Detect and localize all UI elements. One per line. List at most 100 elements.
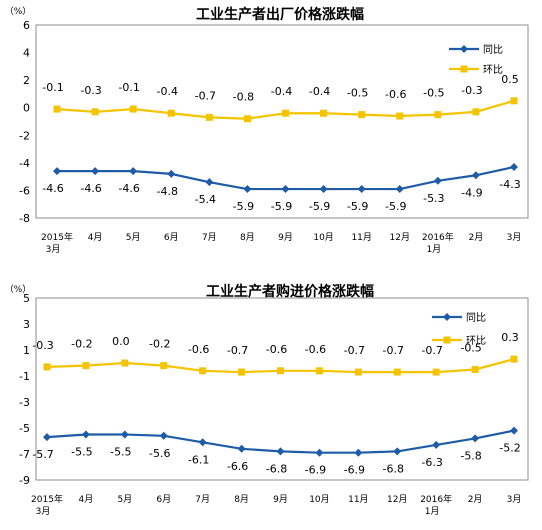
data-point [319, 185, 328, 194]
x-tick-label: 6月 [164, 232, 179, 243]
chart-title: 工业生产者出厂价格涨跌幅 [196, 6, 364, 23]
data-label: -0.4 [157, 85, 178, 98]
x-tick-label: 2015年 [31, 493, 63, 505]
x-tick-label: 7月 [202, 232, 217, 243]
x-tick-label: 1月 [425, 506, 440, 517]
y-tick-label: -2 [19, 129, 30, 142]
data-label: -6.1 [188, 453, 209, 466]
data-point [354, 368, 362, 376]
data-label: -0.3 [32, 339, 53, 352]
x-tick-label: 2016年 [422, 231, 454, 243]
chart-title: 工业生产者购进价格涨跌幅 [206, 283, 374, 300]
x-tick-label: 8月 [240, 232, 255, 243]
x-tick-label: 3月 [36, 506, 51, 517]
data-point [472, 108, 480, 116]
series-yoy: -4.6 -4.6 -4.6 -4.8 -5.4 -5.9 -5.9 -5.9 -5.9 -5.9… [42, 162, 521, 213]
data-point [276, 447, 285, 456]
data-label: -0.3 [461, 84, 482, 97]
x-tick-label: 11月 [351, 232, 371, 243]
y-tick-label: -6 [19, 184, 30, 197]
data-label: -5.7 [32, 448, 53, 461]
data-point [53, 167, 61, 176]
data-label: -0.5 [460, 342, 481, 355]
data-point [91, 108, 99, 116]
data-point [198, 438, 207, 447]
x-tick-label: 4月 [79, 494, 94, 505]
data-point [238, 368, 246, 376]
x-tick-label: 3月 [507, 232, 522, 243]
x-tick-label: 12月 [390, 232, 410, 243]
data-label: -4.6 [118, 182, 139, 195]
legend-marker [443, 336, 451, 344]
y-tick-label: 1 [23, 344, 30, 357]
data-label: -5.9 [271, 200, 292, 213]
data-label: -0.2 [149, 338, 170, 351]
data-label: -6.6 [227, 460, 248, 473]
data-label: -0.7 [344, 344, 365, 357]
unit-label: （%） [5, 284, 32, 295]
data-point [357, 185, 366, 194]
x-tick-label: 4月 [88, 232, 103, 243]
data-label: -5.6 [149, 447, 170, 460]
x-tick-label: 11月 [348, 494, 368, 505]
data-label: -4.6 [42, 182, 63, 195]
data-point [510, 162, 518, 171]
data-label: -5.5 [110, 446, 131, 459]
data-label: -0.7 [227, 344, 248, 357]
data-label: 0.5 [501, 73, 519, 86]
data-label: -5.9 [385, 200, 406, 213]
data-point [434, 111, 442, 119]
data-label: -0.2 [71, 338, 92, 351]
data-label: -6.3 [421, 456, 442, 469]
data-point [120, 430, 129, 439]
x-tick-label: 10月 [309, 494, 329, 505]
data-label: -6.8 [266, 462, 287, 475]
y-tick-label: 0 [23, 102, 30, 115]
data-label: -0.7 [421, 344, 442, 357]
data-label: -6.9 [305, 464, 326, 477]
x-tick-label: 8月 [234, 494, 249, 505]
x-tick-label: 9月 [273, 494, 288, 505]
x-tick-label: 1月 [426, 244, 441, 255]
data-label: -0.6 [385, 88, 406, 101]
data-point [281, 185, 290, 194]
x-tick-label: 3月 [507, 494, 522, 505]
data-point [510, 426, 518, 435]
data-label: -5.9 [347, 200, 368, 213]
data-point [433, 176, 442, 185]
data-point [167, 109, 175, 117]
x-tick-label: 7月 [195, 494, 210, 505]
unit-label: （%） [5, 6, 32, 17]
data-point [129, 167, 138, 176]
x-tick-label: 12月 [387, 494, 407, 505]
data-point [82, 362, 90, 370]
legend-label: 同比 [483, 44, 503, 56]
legend-marker [460, 45, 468, 53]
data-point [205, 113, 213, 121]
y-tick-label: -8 [19, 212, 30, 225]
x-tick-label: 2月 [468, 494, 483, 505]
data-point [358, 111, 366, 119]
series-mom: -0.3 -0.2 0.0 -0.2 -0.6 -0.7 -0.6 -0.6 -0.7 -0.7 -… [32, 331, 519, 376]
data-label: -5.3 [423, 192, 444, 205]
y-tick-label: -1 [19, 370, 30, 383]
data-label: -4.3 [499, 178, 520, 191]
legend-label: 同比 [466, 312, 486, 324]
y-tick-label: -7 [19, 448, 30, 461]
data-point [243, 115, 251, 123]
data-label: -5.9 [233, 200, 254, 213]
x-tick-label: 2015年 [41, 231, 73, 243]
data-label: -6.8 [383, 462, 404, 475]
y-tick-label: -9 [19, 474, 30, 487]
data-point [510, 355, 518, 363]
series-yoy: -5.7 -5.5 -5.5 -5.6 -6.1 -6.6 -6.8 -6.9 -6.9 -6.8… [32, 426, 521, 477]
data-label: -0.7 [383, 344, 404, 357]
data-point [432, 368, 440, 376]
data-label: -0.5 [423, 87, 444, 100]
series-mom: -0.1 -0.3 -0.1 -0.4 -0.7 -0.8 -0.4 -0.4 -0.5 -0.6… [42, 73, 519, 123]
x-tick-label: 2016年 [420, 493, 452, 505]
data-point [81, 430, 90, 439]
y-tick-label: -4 [19, 157, 30, 170]
